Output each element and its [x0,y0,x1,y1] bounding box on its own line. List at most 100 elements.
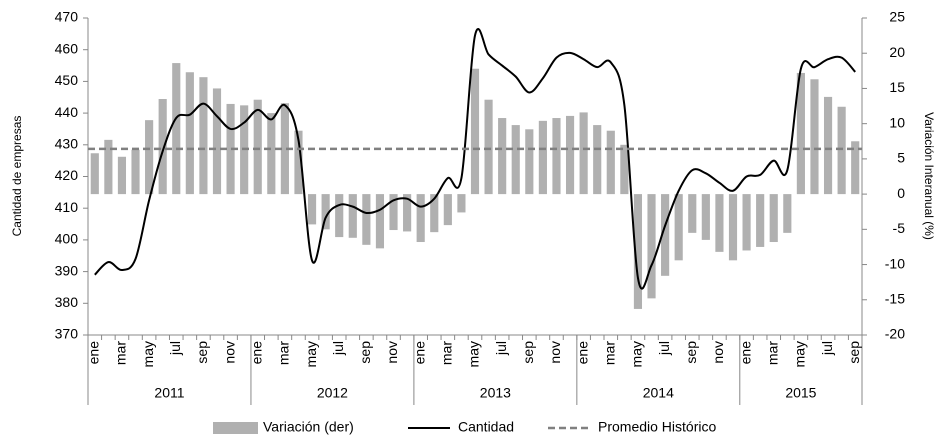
bar [321,194,330,230]
bar [185,72,194,195]
y2-tick-label: -15 [885,290,905,306]
bar [104,139,113,195]
x-tick-label: jul [493,341,509,356]
x-tick-label: sep [846,341,862,364]
x-tick-label: ene [248,341,264,365]
y2-axis-title: Variación Interanual (%) [922,112,936,240]
bar [443,194,452,226]
legend-label: Promedio Histórico [598,419,716,435]
bar [498,118,507,195]
bar [117,156,127,195]
x-tick-label: sep [520,341,536,364]
x-group-label: 2011 [154,385,184,401]
bar [647,194,656,299]
y-tick-label: 470 [55,9,79,25]
y-axis-title: Cantidad de empresas [10,116,24,237]
bar [389,194,398,231]
bar [525,129,534,195]
x-tick-label: may [140,341,156,367]
legend-label: Cantidad [458,419,514,435]
y2-tick-label: -5 [893,220,906,236]
bar [253,99,262,195]
x-tick-label: mar [764,341,780,365]
bar [620,144,629,195]
bar [742,194,751,251]
bar [810,79,819,195]
y2-tick-label: 15 [889,79,905,95]
x-group-label: 2014 [643,385,674,401]
x-tick-label: mar [601,341,617,365]
x-tick-label: nov [384,341,400,364]
x-tick-label: sep [194,341,210,364]
x-tick-label: jul [330,341,346,356]
y-tick-label: 420 [55,167,79,183]
x-tick-label: may [792,341,808,367]
x-tick-label: ene [574,341,590,365]
bar [593,125,602,195]
bar [199,77,208,195]
legend-label: Variación (der) [263,419,354,435]
y2-tick-label: 20 [889,44,905,60]
y2-tick-label: 5 [897,150,905,166]
bar [362,194,371,245]
bar [294,130,303,195]
line [94,28,856,290]
bar [511,125,520,195]
x-tick-label: nov [710,341,726,364]
x-tick-label: sep [683,341,699,364]
bar [661,194,670,276]
bar [715,194,724,252]
x-tick-label: sep [357,341,373,364]
bar [158,99,167,195]
y2-tick-label: 10 [889,114,905,130]
x-tick-label: mar [113,341,129,365]
y-tick-label: 370 [55,326,79,342]
bar [633,194,643,309]
bar [470,68,480,195]
bar [796,72,805,195]
bar [403,194,412,232]
bar [416,194,425,243]
bar [565,115,575,195]
bar [267,113,276,195]
y-tick-label: 450 [55,72,79,88]
x-tick-label: jul [167,341,183,356]
bar [145,120,154,195]
y-tick-label: 410 [55,199,79,215]
bar [823,96,833,195]
x-tick-label: ene [85,341,101,365]
bar [172,63,181,195]
bar [837,106,846,195]
bar [728,194,738,261]
x-tick-label: mar [439,341,455,365]
bar [226,103,235,195]
bar [606,130,615,195]
y2-tick-label: -10 [885,255,905,271]
x-group-label: 2015 [785,385,816,401]
y2-tick-label: 25 [889,9,905,25]
y-tick-label: 380 [55,294,79,310]
bar [851,141,860,195]
y-tick-label: 460 [55,40,79,56]
bar [756,194,765,247]
bar [335,194,344,238]
bar [430,194,439,233]
bar [552,118,561,195]
y2-tick-label: 0 [897,185,905,201]
x-tick-label: mar [276,341,292,365]
y-tick-label: 400 [55,231,79,247]
bar [280,103,289,195]
x-tick-label: may [303,341,319,367]
x-tick-label: jul [819,341,835,356]
bar [212,88,222,195]
bar [307,194,317,225]
bar [375,194,385,249]
x-tick-label: may [629,341,645,367]
bar [701,194,710,240]
x-tick-label: nov [221,341,237,364]
bar [783,194,792,233]
x-tick-label: may [466,341,482,367]
bar [457,194,466,213]
bar [688,194,697,233]
